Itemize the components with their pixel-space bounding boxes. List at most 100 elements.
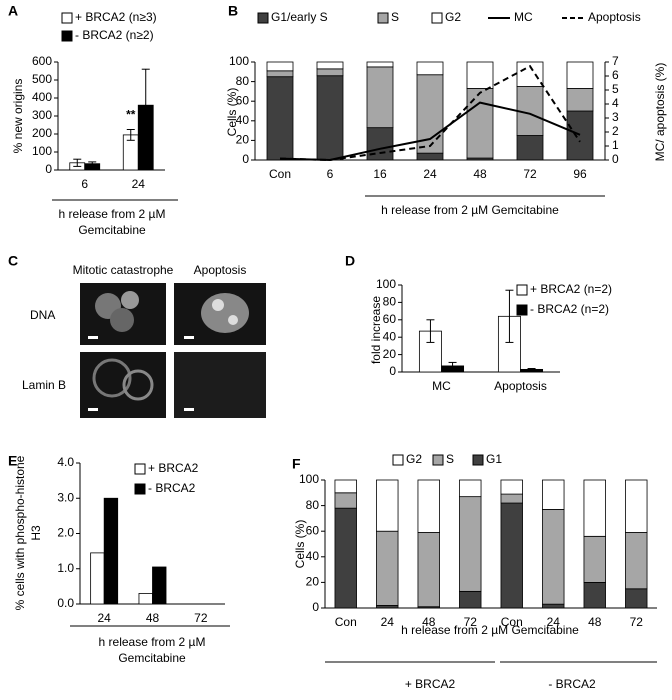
bar-segment xyxy=(316,75,344,161)
bar-segment xyxy=(366,61,394,68)
bar-segment xyxy=(625,588,648,609)
bar-segment xyxy=(417,479,440,533)
bar-segment xyxy=(316,61,344,70)
y-tick-label: 20 xyxy=(236,133,250,147)
x-tick-label: 48 xyxy=(146,611,160,625)
panel-label: C xyxy=(8,253,18,269)
bar-segment xyxy=(583,582,606,609)
bar xyxy=(103,497,119,605)
bar xyxy=(90,552,105,605)
x-tick-label: 6 xyxy=(327,167,334,181)
y-axis-label: % cells with phospho-histone H3 xyxy=(13,455,43,611)
group-label: + BRCA2 xyxy=(405,677,456,691)
x-tick-label: 24 xyxy=(381,615,395,629)
legend-label: + BRCA2 xyxy=(148,461,199,475)
panel-label: B xyxy=(228,3,238,19)
bar-segment xyxy=(334,492,357,509)
y-tick-label: 1.0 xyxy=(57,561,74,575)
bar-segment xyxy=(500,479,523,495)
image-blob xyxy=(212,299,224,311)
legend-swatch xyxy=(377,12,389,24)
y-axis-label: Cells (%) xyxy=(225,87,239,137)
y2-axis-label: MC/ apoptosis (%) xyxy=(653,62,667,162)
legend-swatch xyxy=(257,12,269,24)
bar-segment xyxy=(316,68,344,77)
legend-label: G1 xyxy=(486,452,502,466)
y2-tick-label: 0 xyxy=(612,152,619,166)
y-tick-label: 0 xyxy=(45,162,52,176)
legend-label: + BRCA2 (n=2) xyxy=(530,282,612,296)
bar-segment xyxy=(542,603,565,609)
legend-swatch xyxy=(516,304,528,316)
y-tick-label: 0.0 xyxy=(57,596,74,610)
x-tick-label: 16 xyxy=(373,167,387,181)
error-bar xyxy=(426,319,435,343)
legend-label: G1/early S xyxy=(271,10,328,24)
y-tick-label: 0 xyxy=(312,600,319,614)
y-axis-label: Cells (%) xyxy=(293,519,307,569)
scale-bar xyxy=(88,336,98,339)
bar-segment xyxy=(266,76,294,161)
legend-swatch xyxy=(472,454,484,466)
y-tick-label: 20 xyxy=(306,575,320,589)
legend-label: MC xyxy=(514,10,533,24)
column-label: Apoptosis xyxy=(194,263,247,277)
bar-segment xyxy=(266,70,294,78)
bar-segment xyxy=(416,61,444,76)
panel-label: F xyxy=(292,456,301,472)
x-tick-label: 48 xyxy=(422,615,436,629)
x-tick-label: 72 xyxy=(630,615,644,629)
x-tick-label: Con xyxy=(335,615,357,629)
y-tick-label: 4.0 xyxy=(57,455,74,469)
legend-swatch xyxy=(431,12,443,24)
x-tick-label: 6 xyxy=(81,177,88,191)
legend-label: S xyxy=(446,452,454,466)
bar-segment xyxy=(542,509,565,605)
x-tick-label: 72 xyxy=(194,611,208,625)
legend-label: + BRCA2 (n≥3) xyxy=(75,10,157,24)
legend-swatch xyxy=(134,463,146,475)
image xyxy=(174,352,266,418)
bar-segment xyxy=(566,61,594,89)
y-tick-label: 40 xyxy=(383,329,397,343)
x-tick-label: 48 xyxy=(473,167,487,181)
y-axis-label: % new origins xyxy=(11,78,25,154)
legend-label: S xyxy=(391,10,399,24)
bar-segment xyxy=(376,479,399,532)
legend-swatch xyxy=(432,454,444,466)
y-tick-label: 60 xyxy=(306,523,320,537)
bar-segment xyxy=(500,502,523,609)
legend-swatch xyxy=(134,483,146,495)
scale-bar xyxy=(184,408,194,411)
error-bar xyxy=(505,289,514,343)
image-blob xyxy=(110,308,134,332)
y2-tick-label: 5 xyxy=(612,82,619,96)
y-tick-label: 60 xyxy=(383,312,397,326)
row-label: DNA xyxy=(30,308,55,322)
legend-label: - BRCA2 xyxy=(148,481,196,495)
panel-label: D xyxy=(345,253,355,269)
bar-segment xyxy=(583,535,606,583)
bar-segment xyxy=(625,532,648,590)
y-tick-label: 0 xyxy=(242,152,249,166)
bar-segment xyxy=(366,66,394,129)
bar-segment xyxy=(466,88,494,159)
bar-segment xyxy=(334,479,357,494)
y-tick-label: 100 xyxy=(32,144,52,158)
x-tick-label: 72 xyxy=(464,615,478,629)
x-tick-label: 24 xyxy=(423,167,437,181)
scale-bar xyxy=(184,336,194,339)
line xyxy=(279,64,581,162)
x-tick-label: Con xyxy=(269,167,291,181)
x-tick-label: 72 xyxy=(523,167,537,181)
image-blob xyxy=(92,358,132,398)
error-bar xyxy=(88,161,97,166)
bar-segment xyxy=(417,532,440,608)
bar-segment xyxy=(416,152,444,161)
image-blob xyxy=(122,369,154,401)
bar-segment xyxy=(466,61,494,89)
error-bar xyxy=(141,68,150,142)
bar-segment xyxy=(459,590,482,609)
y-tick-label: 0 xyxy=(389,364,396,378)
y2-tick-label: 6 xyxy=(612,68,619,82)
